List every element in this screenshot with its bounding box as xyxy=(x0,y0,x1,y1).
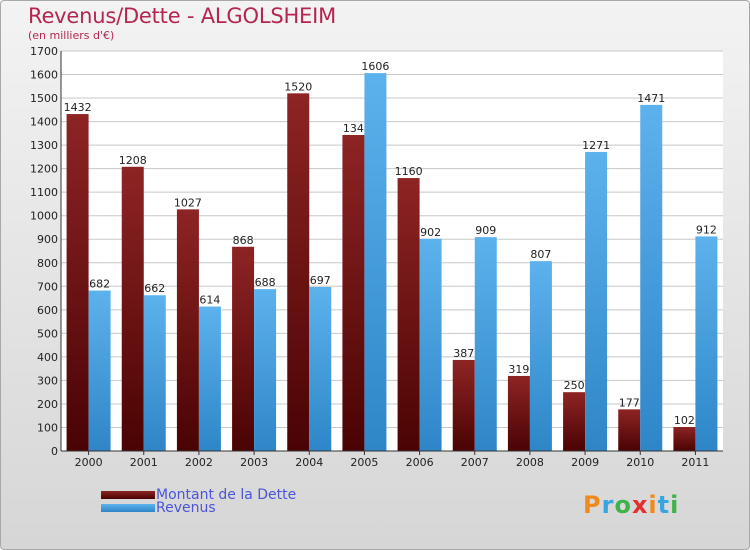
value-label-revenus: 912 xyxy=(696,223,717,236)
x-tick-label: 2004 xyxy=(295,456,323,469)
value-label-debt: 387 xyxy=(453,347,474,360)
bar-revenus xyxy=(640,104,663,451)
value-label-revenus: 1271 xyxy=(582,139,610,152)
value-label-revenus: 1606 xyxy=(361,60,389,73)
y-tick-label: 800 xyxy=(37,257,58,270)
bar-revenus xyxy=(364,73,387,451)
x-tick-label: 2009 xyxy=(571,456,599,469)
chart-subtitle: (en milliers d'€) xyxy=(28,29,115,42)
value-label-debt: 102 xyxy=(674,414,695,427)
x-tick-label: 2005 xyxy=(350,456,378,469)
logo-letter: P xyxy=(583,491,602,519)
bar-revenus xyxy=(254,289,277,451)
bar-debt xyxy=(232,246,255,451)
bar-debt xyxy=(618,409,641,451)
y-tick-label: 700 xyxy=(37,280,58,293)
y-tick-label: 200 xyxy=(37,398,58,411)
value-label-revenus: 662 xyxy=(144,282,165,295)
value-label-revenus: 614 xyxy=(199,294,220,307)
value-label-debt: 1520 xyxy=(284,80,312,93)
value-label-debt: 1160 xyxy=(395,165,423,178)
y-tick-label: 300 xyxy=(37,374,58,387)
bar-debt xyxy=(287,93,310,452)
legend-label-debt: Montant de la Dette xyxy=(156,487,297,503)
legend-label-revenus: Revenus xyxy=(156,500,216,516)
value-label-debt: 1027 xyxy=(174,196,202,209)
value-label-debt: 177 xyxy=(619,396,640,409)
x-tick-label: 2000 xyxy=(75,456,103,469)
bar-revenus xyxy=(309,287,332,451)
y-tick-label: 400 xyxy=(37,351,58,364)
y-tick-label: 1000 xyxy=(30,210,58,223)
bar-revenus xyxy=(474,237,497,451)
x-tick-label: 2006 xyxy=(406,456,434,469)
x-tick-label: 2008 xyxy=(516,456,544,469)
x-tick-label: 2010 xyxy=(626,456,654,469)
y-tick-label: 1100 xyxy=(30,186,58,199)
logo-letter: x xyxy=(631,491,649,519)
logo-letter: i xyxy=(648,491,658,519)
value-label-revenus: 688 xyxy=(255,276,276,289)
value-label-revenus: 682 xyxy=(89,278,110,291)
bar-debt xyxy=(397,178,420,451)
y-tick-label: 1200 xyxy=(30,163,58,176)
value-label-revenus: 807 xyxy=(530,248,551,261)
bar-debt xyxy=(673,427,696,451)
bar-revenus xyxy=(198,306,221,451)
x-tick-label: 2002 xyxy=(185,456,213,469)
y-tick-label: 1400 xyxy=(30,116,58,129)
bar-revenus xyxy=(585,151,608,452)
bar-revenus xyxy=(88,290,111,451)
bar-revenus xyxy=(695,236,718,451)
value-label-debt: 1432 xyxy=(64,101,92,114)
bar-debt xyxy=(452,359,475,451)
value-label-revenus: 1471 xyxy=(637,92,665,105)
y-tick-label: 0 xyxy=(51,445,58,458)
x-tick-label: 2011 xyxy=(681,456,709,469)
proxiti-logo: Proxiti xyxy=(583,491,679,519)
bar-revenus xyxy=(143,295,166,451)
value-label-debt: 134 xyxy=(343,122,364,135)
y-tick-label: 900 xyxy=(37,233,58,246)
logo-letter: o xyxy=(614,491,632,519)
bar-debt xyxy=(507,375,530,451)
y-tick-label: 1700 xyxy=(30,45,58,58)
legend-swatch-revenus xyxy=(101,504,155,512)
x-tick-label: 2007 xyxy=(461,456,489,469)
value-label-debt: 868 xyxy=(233,234,254,247)
y-tick-label: 1300 xyxy=(30,139,58,152)
bar-revenus xyxy=(419,238,442,451)
bar-debt xyxy=(66,114,89,451)
bar-debt xyxy=(342,135,365,451)
y-tick-label: 600 xyxy=(37,304,58,317)
value-label-revenus: 909 xyxy=(475,224,496,237)
value-label-debt: 250 xyxy=(564,379,585,392)
y-tick-label: 100 xyxy=(37,421,58,434)
logo-letter: r xyxy=(601,491,615,519)
value-label-debt: 319 xyxy=(508,363,529,376)
plot-area xyxy=(61,51,723,451)
y-tick-label: 1600 xyxy=(30,69,58,82)
legend-swatch-debt xyxy=(101,491,155,499)
bar-debt xyxy=(563,392,586,451)
logo-letter: i xyxy=(670,491,680,519)
bar-revenus xyxy=(529,261,552,451)
logo-letter: t xyxy=(657,491,671,519)
x-tick-label: 2001 xyxy=(130,456,158,469)
bar-debt xyxy=(121,166,144,451)
value-label-revenus: 697 xyxy=(310,274,331,287)
value-label-debt: 1208 xyxy=(119,154,147,167)
y-tick-label: 1500 xyxy=(30,92,58,105)
y-tick-label: 500 xyxy=(37,327,58,340)
bar-debt xyxy=(176,209,199,451)
value-label-revenus: 902 xyxy=(420,226,441,239)
x-tick-label: 2003 xyxy=(240,456,268,469)
chart-title: Revenus/Dette - ALGOLSHEIM xyxy=(28,4,337,28)
